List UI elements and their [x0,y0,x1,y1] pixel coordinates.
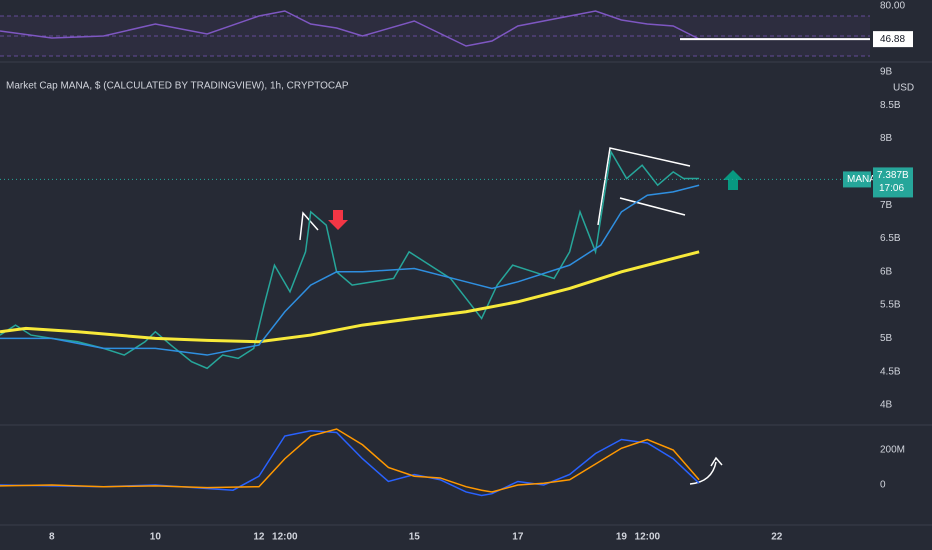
y-tick-label: 6.5B [880,233,901,244]
price-label: 7.387B [877,170,909,181]
series-line [0,250,700,344]
y-tick-label: 8.5B [880,100,901,111]
series-line [0,149,700,370]
chart-title: Market Cap MANA, $ (CALCULATED BY TRADIN… [6,81,349,92]
symbol-label: MANA [847,174,876,185]
y-tick-label: 4B [880,400,893,411]
y-tick-label: 8B [880,133,893,144]
series-line [0,428,700,493]
y-tick-label: 200M [880,445,905,456]
up-arrow [723,170,743,190]
flag-line [299,211,319,241]
x-tick-label: 17 [512,532,524,543]
y-tick-label: 5.5B [880,300,901,311]
axis-unit: USD [893,83,914,94]
rsi-label: 46.88 [880,34,905,45]
y-tick-label: 5B [880,333,893,344]
x-tick-label: 12:00 [272,532,298,543]
rsi-tag [873,31,913,48]
series-line [0,10,700,47]
series-line [0,430,700,497]
symbol-tag [843,171,871,188]
y-tick-label: 6B [880,266,893,277]
countdown-label: 17:06 [879,183,904,194]
down-arrow [328,210,348,230]
curved-arrow-head [710,456,723,467]
y-tick-label: 7B [880,200,893,211]
price-tag [873,167,913,198]
x-tick-label: 12:00 [635,532,661,543]
x-tick-label: 8 [49,532,55,543]
y-tick-label: 0 [880,480,886,491]
y-tick-label: 4.5B [880,366,901,377]
x-tick-label: 15 [409,532,421,543]
x-tick-label: 22 [771,532,783,543]
series-line [0,184,700,356]
flag-line [597,147,691,226]
x-tick-label: 12 [253,532,265,543]
rsi-band-fill [0,16,870,56]
curved-arrow [689,461,717,485]
x-tick-label: 19 [616,532,628,543]
flag-line [619,197,686,216]
y-tick-label: 80.00 [880,1,905,12]
y-tick-label: 9B [880,67,893,78]
x-tick-label: 10 [150,532,162,543]
